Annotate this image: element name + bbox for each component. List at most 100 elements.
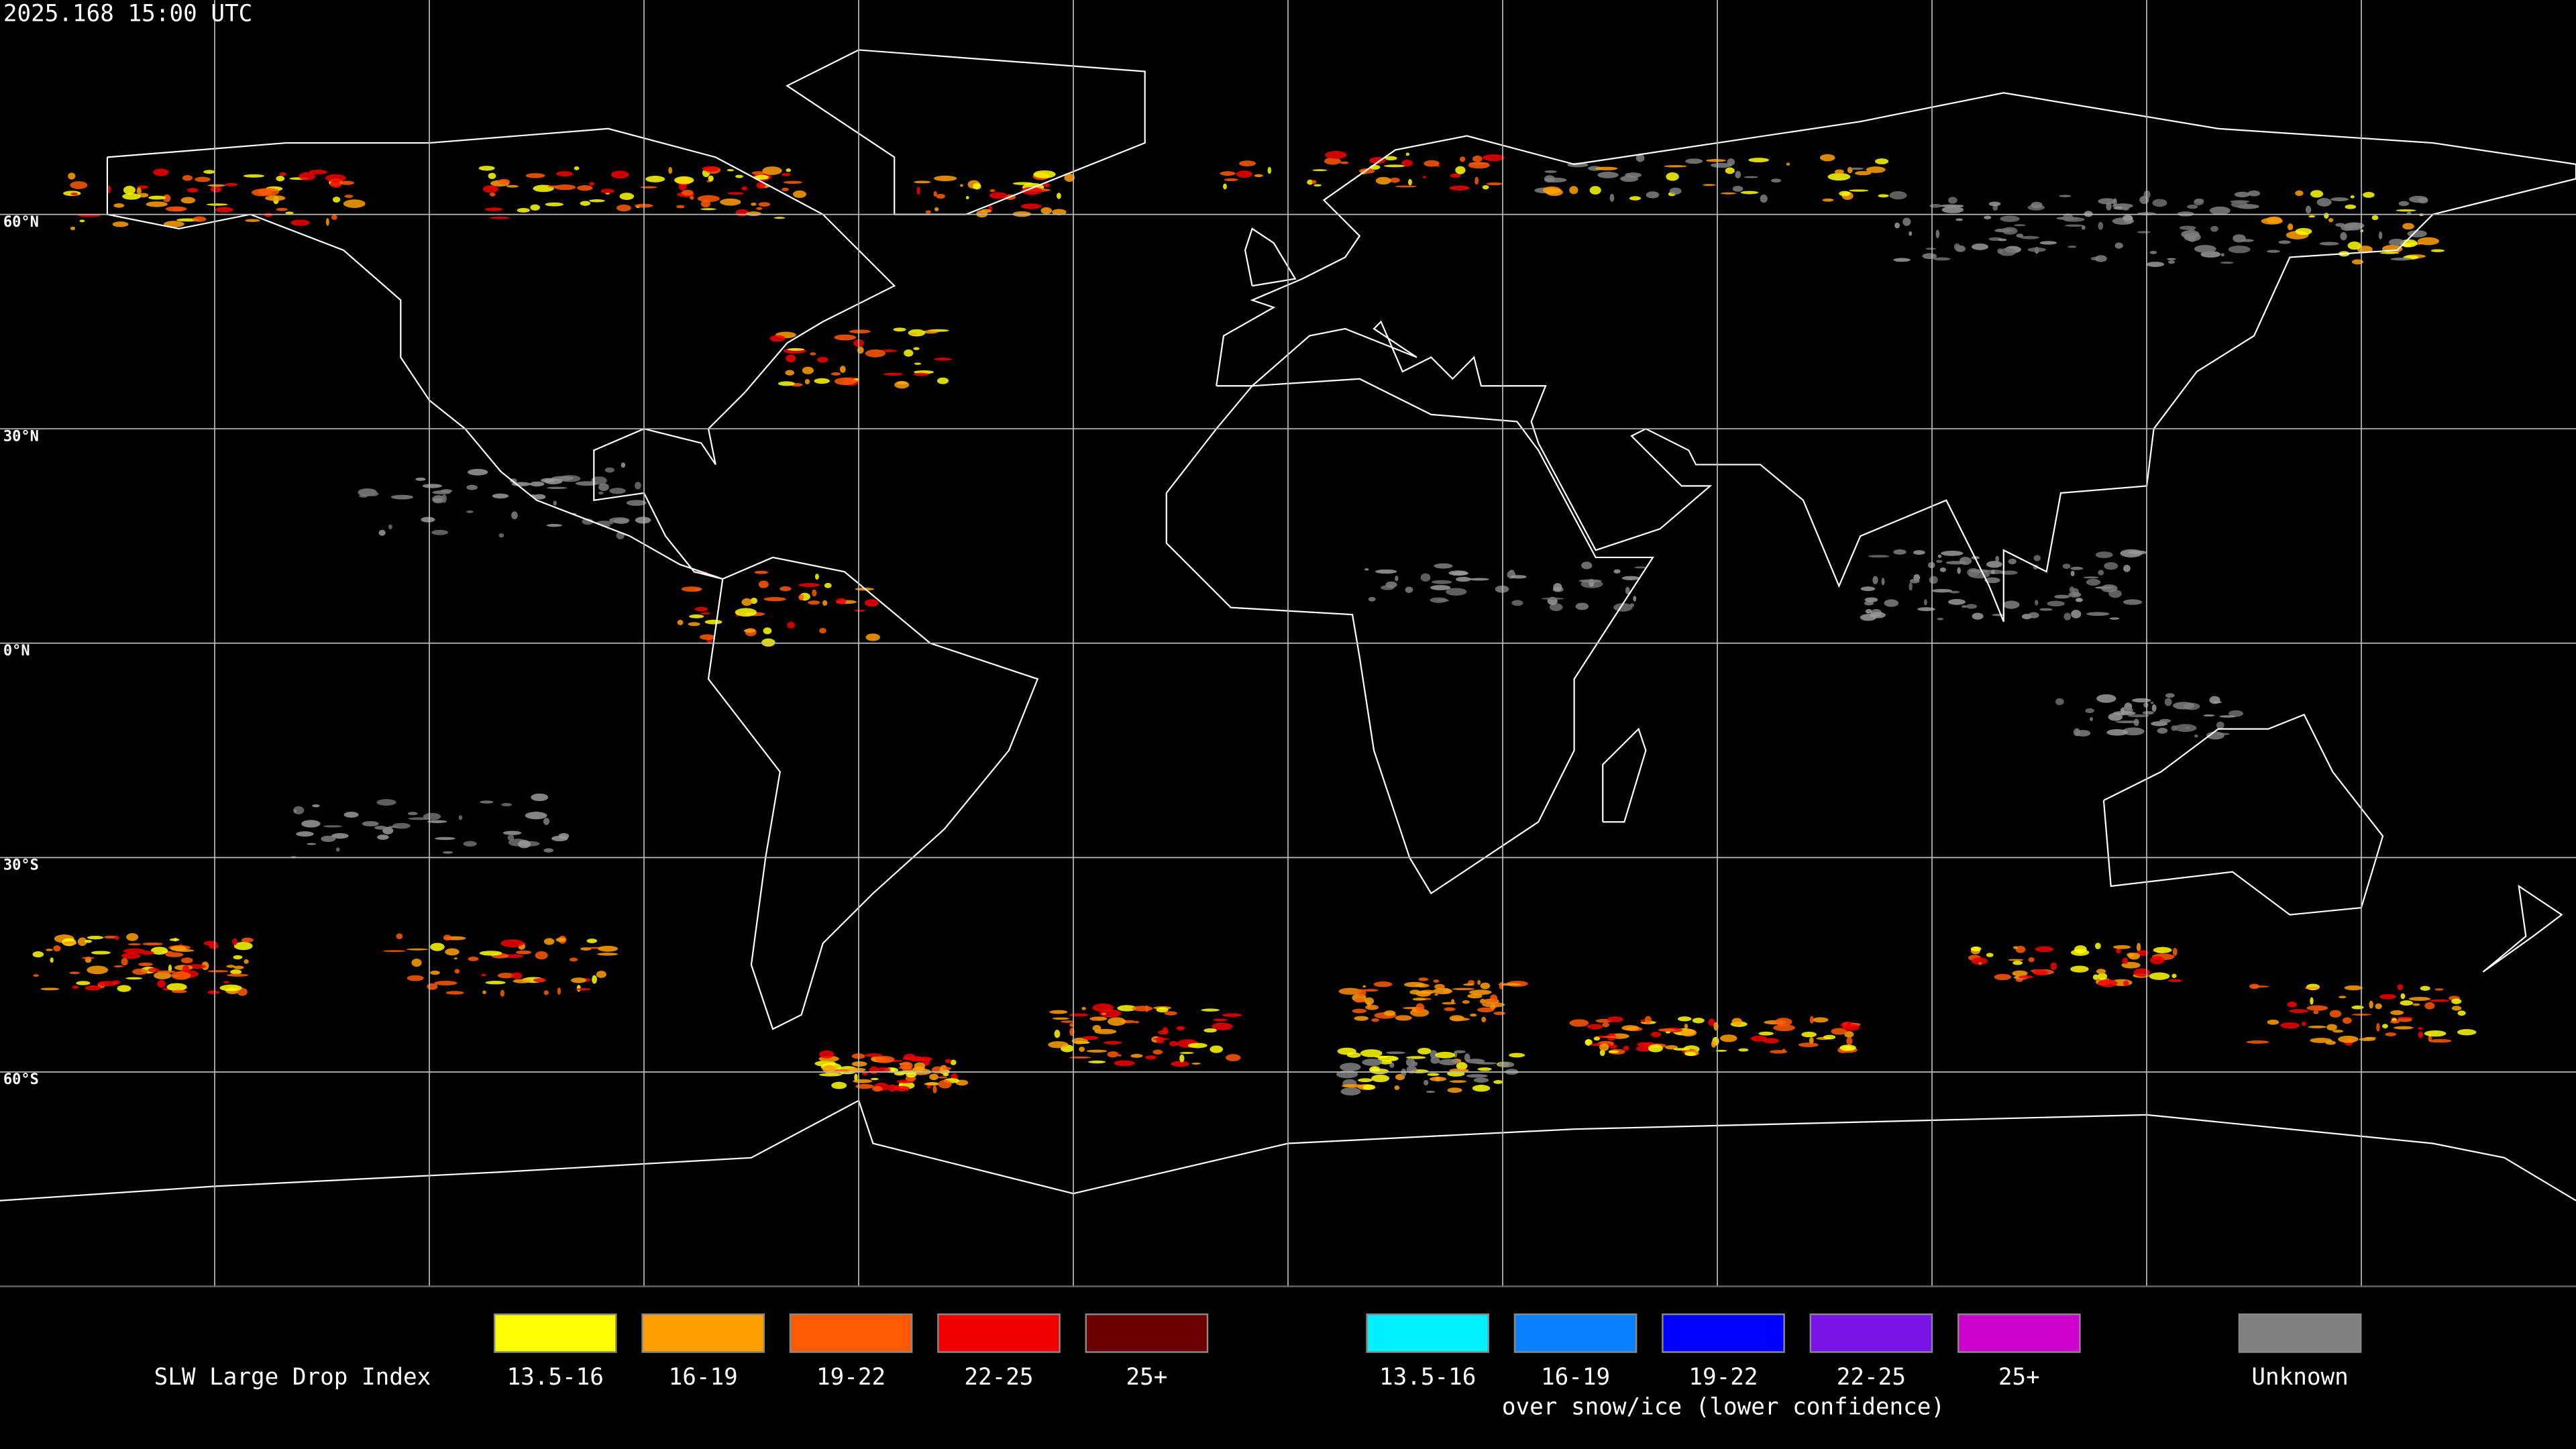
cloud-pixel [598, 945, 619, 952]
cloud-pixel [517, 208, 530, 213]
cloud-pixel [1760, 194, 1768, 203]
cloud-pixel [1988, 201, 2001, 207]
cloud-pixel [1069, 1013, 1089, 1017]
cloud-pixel [814, 574, 819, 580]
cloud-pixel [525, 812, 547, 820]
cloud-pixel [1680, 1028, 1697, 1037]
cloud-pixel [2167, 260, 2176, 264]
cloud-pixel [232, 938, 237, 946]
cloud-pixel [2086, 612, 2110, 616]
cloud-pixel [265, 195, 286, 201]
cloud-pixel [2075, 598, 2084, 602]
cloud-pixel [1648, 1044, 1663, 1053]
cloud-pixel [500, 939, 524, 948]
cloud-pixel [2378, 231, 2383, 239]
cloud-pixel [441, 494, 447, 503]
cloud-pixel [276, 176, 285, 182]
cloud-pixel [1957, 567, 1961, 574]
cloud-pixel [1418, 977, 1429, 981]
cloud-pixel [950, 1059, 957, 1065]
legend-swatch-label: 25+ [1126, 1364, 1167, 1391]
cloud-pixel [223, 981, 229, 984]
legend-swatch-label: 16-19 [669, 1364, 738, 1391]
cloud-pixel [1569, 1019, 1589, 1027]
cloud-pixel [1822, 198, 1834, 202]
cloud-pixel [2328, 217, 2334, 223]
cloud-pixel [2340, 232, 2347, 241]
cloud-pixel [1587, 1024, 1603, 1030]
cloud-pixel [1477, 979, 1481, 985]
coastline [786, 49, 1146, 215]
cloud-pixel [445, 991, 464, 995]
cloud-pixel [2171, 725, 2178, 731]
cloud-pixel [374, 825, 387, 830]
cloud-pixel [323, 825, 342, 828]
cloud-pixel [309, 169, 327, 174]
cloud-pixel [2120, 549, 2143, 557]
cloud-pixel [2098, 221, 2104, 230]
cloud-pixel [362, 821, 379, 826]
cloud-pixel [1061, 1020, 1075, 1023]
unknown-swatch [2238, 1313, 2362, 1353]
cloud-pixel [745, 211, 761, 217]
cloud-pixel [924, 1082, 940, 1086]
cloud-pixel [1156, 1007, 1169, 1013]
cloud-pixel [864, 599, 879, 607]
cloud-pixel [708, 175, 714, 182]
cloud-pixel [1434, 983, 1445, 990]
cloud-pixel [1493, 1011, 1505, 1016]
cloud-pixel [580, 201, 591, 206]
cloud-pixel [2070, 566, 2084, 570]
cloud-pixel [576, 987, 591, 991]
cloud-pixel [2203, 714, 2215, 716]
cloud-pixel [2187, 204, 2198, 209]
cloud-pixel [1094, 1028, 1117, 1034]
cloud-pixel [335, 847, 340, 852]
cloud-pixel [2152, 199, 2167, 207]
cloud-pixel [2369, 1000, 2373, 1009]
cloud-pixel [511, 511, 518, 520]
cloud-pixel [1360, 1049, 1383, 1057]
cloud-pixel [296, 831, 314, 837]
cloud-pixel [1913, 550, 1925, 555]
cloud-pixel [1346, 1052, 1361, 1058]
cloud-pixel [720, 198, 741, 206]
cloud-pixel [163, 221, 184, 227]
cloud-pixel [555, 171, 573, 177]
cloud-pixel [875, 1067, 891, 1073]
cloud-pixel [1917, 607, 1935, 612]
snow-swatch-label: 13.5-16 [1379, 1364, 1476, 1391]
cloud-pixel [645, 176, 665, 182]
cloud-pixel [466, 510, 474, 513]
cloud-pixel [785, 370, 795, 376]
cloud-pixel [1384, 164, 1406, 168]
cloud-pixel [822, 600, 828, 606]
cloud-pixel [816, 356, 828, 363]
cloud-pixel [697, 195, 720, 203]
cloud-pixel [1909, 578, 1920, 584]
cloud-pixel [1809, 1037, 1814, 1044]
legend-swatch-label: 19-22 [816, 1364, 885, 1391]
cloud-pixel [1481, 1016, 1487, 1022]
cloud-pixel [1424, 1079, 1429, 1086]
cloud-pixel [1156, 1036, 1165, 1044]
cloud-pixel [2308, 215, 2316, 218]
cloud-pixel [1434, 993, 1438, 996]
cloud-pixel [233, 942, 253, 951]
cloud-pixel [233, 955, 243, 960]
cloud-pixel [1595, 166, 1618, 170]
cloud-pixel [700, 208, 716, 211]
cloud-pixel [694, 606, 708, 612]
cloud-pixel [2035, 600, 2039, 606]
cloud-pixel [1395, 576, 1399, 582]
cloud-pixel [1107, 1017, 1126, 1026]
cloud-pixel [1048, 1041, 1069, 1049]
cloud-pixel [1725, 167, 1735, 174]
cloud-pixel [831, 1081, 847, 1089]
cloud-pixel [1451, 999, 1455, 1004]
cloud-pixel [1692, 1018, 1705, 1024]
cloud-pixel [2109, 617, 2120, 620]
cloud-pixel [2351, 259, 2364, 265]
snow-swatch-label: 25+ [1998, 1364, 2040, 1391]
